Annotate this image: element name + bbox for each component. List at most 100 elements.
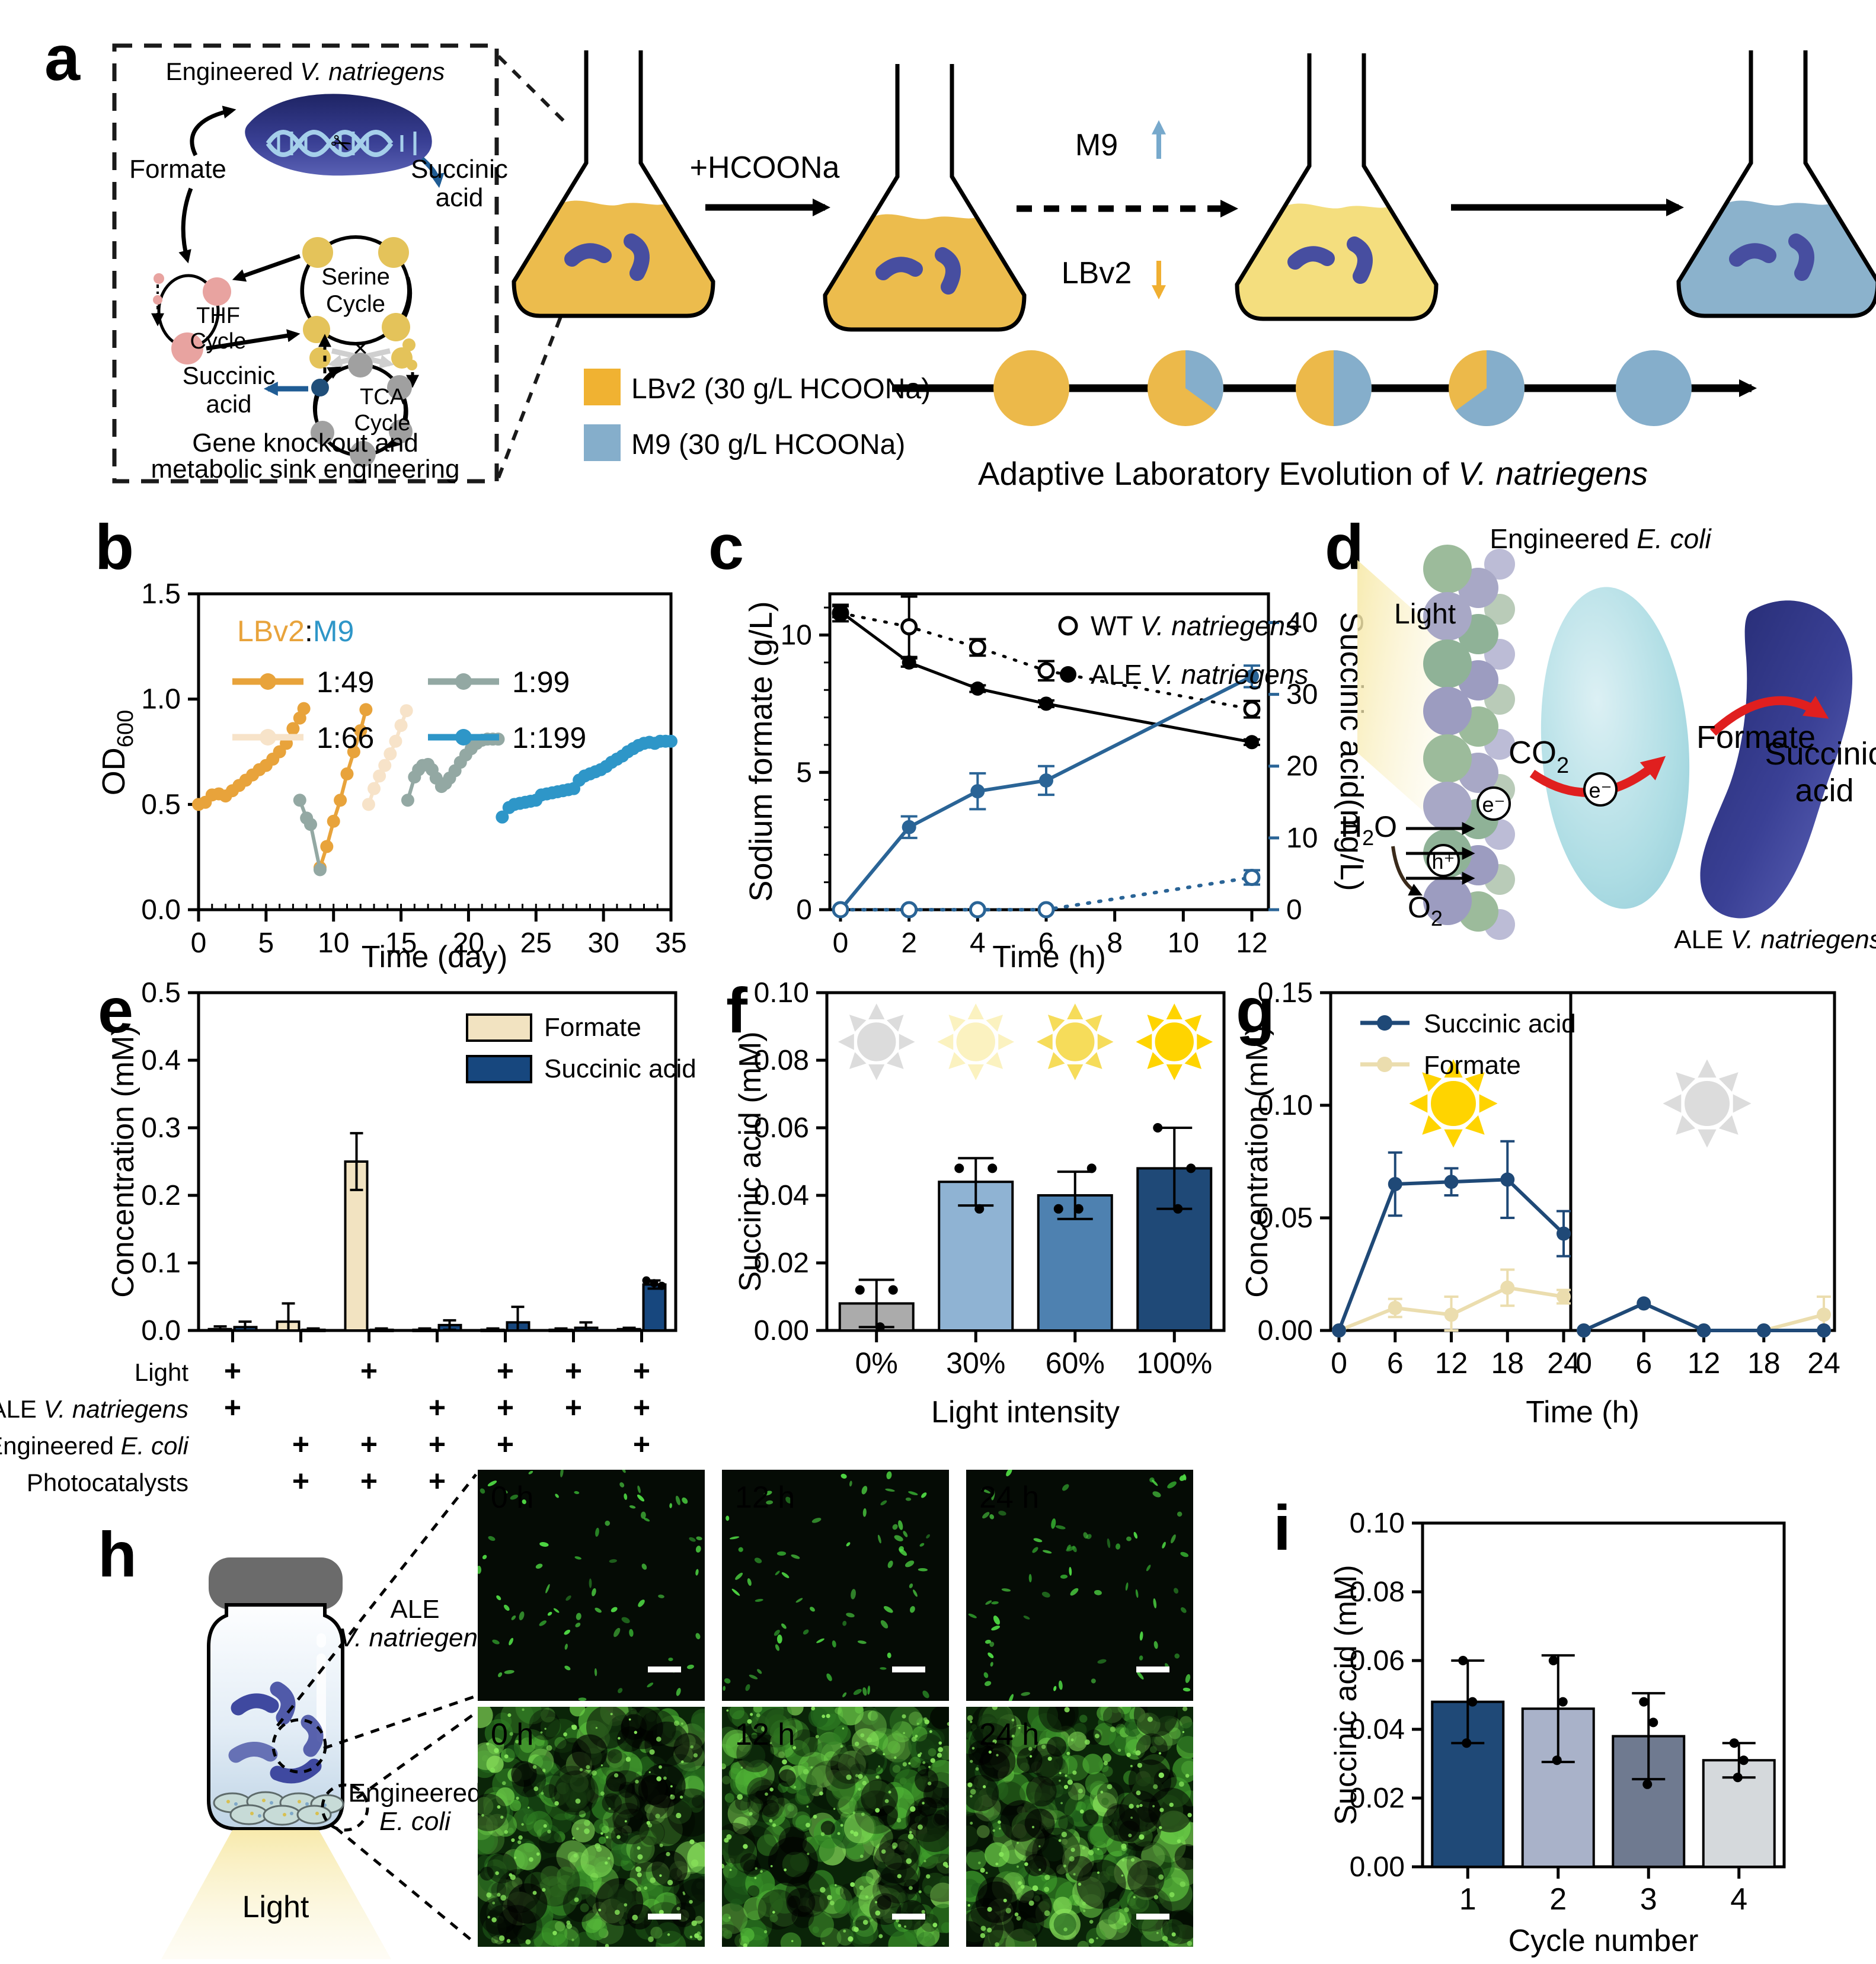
i-data-dot <box>1458 1656 1468 1665</box>
g-xtick-label: 18 <box>1491 1346 1524 1380</box>
bacterium-icon <box>1788 233 1814 281</box>
svg-text:1:49: 1:49 <box>317 666 374 699</box>
d-succinic-label: Succinic <box>1765 736 1876 772</box>
c-data-point <box>1245 735 1259 750</box>
photocatalyst-sphere <box>1423 545 1472 593</box>
scale-bar <box>1136 1666 1169 1672</box>
f-data-dot <box>1073 1204 1084 1214</box>
svg-text:E. coli: E. coli <box>379 1807 451 1836</box>
tile-time-label: 12 h <box>735 1717 795 1752</box>
box-caption: Gene knockout and <box>192 428 418 458</box>
g-data-point <box>1696 1323 1711 1338</box>
evolution-pie <box>993 350 1069 426</box>
photocatalyst-sphere <box>1423 734 1472 783</box>
svg-text:Engineered E. coli: Engineered E. coli <box>0 1432 190 1460</box>
g-ytick-label: 0.10 <box>1258 1090 1313 1121</box>
panel-d-schematic: Engineered E. coli Light CO2 Formate Suc… <box>1341 523 1876 954</box>
f-xtick-label: 60% <box>1046 1346 1105 1380</box>
lbv2-legend-swatch <box>584 369 621 405</box>
svg-text:Light: Light <box>135 1358 188 1386</box>
b-data-point <box>320 840 334 853</box>
c-data-point <box>1245 669 1259 684</box>
panel-h-schematic: Light ALE V. natriegens Engineered E. co… <box>161 1473 491 1959</box>
svg-text:acid: acid <box>206 390 251 418</box>
tile-time-label: 12 h <box>735 1480 795 1515</box>
b-data-point <box>313 863 327 877</box>
b-data-point <box>304 818 318 831</box>
photocatalyst-sphere <box>1423 782 1472 830</box>
c-legend: WT V. natriegens ALE V. natriegens <box>1058 610 1308 690</box>
m9-label: M9 <box>1075 128 1118 162</box>
svg-text:V. natriegens: V. natriegens <box>339 1623 491 1652</box>
c-data-point <box>1037 901 1055 919</box>
flask-icon <box>1676 50 1876 318</box>
f-xtick-label: 0% <box>855 1346 898 1380</box>
d-title: Engineered E. coli <box>1490 523 1712 554</box>
c-data-point <box>1243 700 1261 718</box>
g-xtick-label: 0 <box>1331 1346 1347 1380</box>
c-data-point <box>1243 868 1261 886</box>
microscopy-tile-sparse: 12 h <box>722 1470 949 1701</box>
photocatalyst-sphere <box>1423 592 1472 641</box>
c-data-point <box>970 681 985 696</box>
microscopy-tile-sparse: 24 h <box>966 1470 1193 1701</box>
panel-f-chart: 0.00 0.02 0.04 0.06 0.08 0.10 0% 30% 60% 100% <box>754 977 1226 1380</box>
b-data-point <box>359 703 373 716</box>
co2-label: CO2 <box>1509 735 1569 778</box>
e-ytick-label: 0.2 <box>141 1180 181 1211</box>
b-data-point <box>389 734 402 748</box>
i-ytick-label: 0.08 <box>1350 1576 1405 1608</box>
g-data-point <box>1444 1175 1459 1189</box>
b-ytick-label: 1.5 <box>141 578 181 610</box>
b-series-line <box>298 799 322 871</box>
c-ytick-left: 5 <box>796 757 812 788</box>
e-condition-plus: + <box>224 1391 241 1424</box>
engineered-bacterium-icon: ✂ <box>245 94 432 176</box>
i-data-dot <box>1648 1717 1658 1728</box>
lbv2-legend-label: LBv2 (30 g/L HCOONa) <box>631 373 931 405</box>
g-data-point <box>1557 1290 1571 1304</box>
svg-text:Cycle: Cycle <box>326 291 385 317</box>
panel-c-chart: 0 5 10 0 10 20 30 40 0 2 4 6 8 10 12 <box>781 592 1318 959</box>
ale-vn-label: ALE V. natriegens <box>1674 925 1876 954</box>
b-data-point <box>362 798 375 811</box>
b-xtick-label: 30 <box>587 927 619 959</box>
svg-text:ALE V. natriegens: ALE V. natriegens <box>0 1395 188 1423</box>
e-condition-plus: + <box>565 1354 582 1387</box>
svg-text:Cycle: Cycle <box>190 329 246 354</box>
bacterium-icon <box>1287 246 1335 270</box>
i-ytick-label: 0.02 <box>1350 1783 1405 1814</box>
svg-text:1:199: 1:199 <box>512 721 586 754</box>
c-series-line <box>839 611 1254 711</box>
plot-frame <box>1329 991 1836 1332</box>
plot-frame <box>825 991 1226 1332</box>
thf-cycle: THF Cycle <box>151 254 301 364</box>
f-ytick-label: 0.06 <box>754 1112 809 1144</box>
g-data-point <box>1388 1177 1402 1191</box>
e-condition-labels: Light ALE V. natriegens Engineered E. co… <box>0 1358 190 1496</box>
i-ytick-label: 0.04 <box>1350 1714 1405 1745</box>
c-xtick-label: 6 <box>1038 927 1054 959</box>
b-data-point <box>347 745 360 759</box>
tca-cycle: TCA Cycle Succinic acid <box>183 334 413 467</box>
c-xtick-label: 0 <box>833 927 849 959</box>
f-xtick-label: 100% <box>1136 1346 1212 1380</box>
electron-icon: e⁻ <box>1482 792 1505 817</box>
e-condition-plus: + <box>292 1428 309 1461</box>
i-data-dot <box>1552 1755 1562 1765</box>
panel-letter-d: d <box>1325 511 1364 583</box>
jar-cap-icon <box>209 1557 343 1610</box>
panel-letter-g: g <box>1236 974 1275 1046</box>
f-xtick-label: 30% <box>946 1346 1005 1380</box>
i-xtick-label: 4 <box>1730 1882 1747 1917</box>
svg-text:acid: acid <box>436 183 484 212</box>
e-ytick-label: 0.5 <box>141 977 181 1009</box>
panel-b-chart: 0.0 0.5 1.0 1.5 0 5 10 15 20 25 30 35 <box>141 578 686 959</box>
evolution-pie <box>1616 350 1692 426</box>
scale-bar <box>1136 1914 1169 1920</box>
e-condition-plus: + <box>360 1354 378 1387</box>
c-ytick-right: 0 <box>1286 894 1302 926</box>
b-ytick-label: 0.5 <box>141 789 181 820</box>
b-xtick-label: 25 <box>520 927 552 959</box>
panel-letter-i: i <box>1273 1492 1291 1563</box>
